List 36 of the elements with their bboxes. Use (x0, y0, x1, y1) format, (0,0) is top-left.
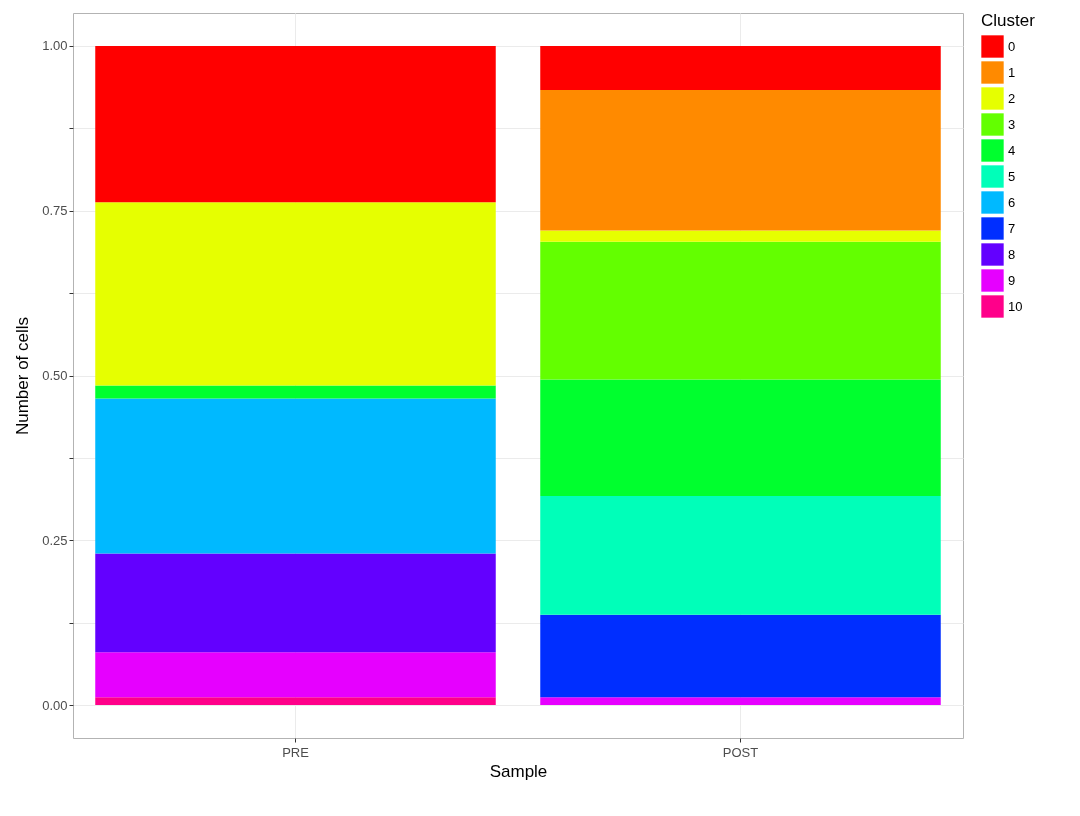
bar (95, 697, 496, 706)
legend-label: 7 (1008, 220, 1016, 236)
y-tick-label: 0.25 (42, 532, 68, 548)
bar (540, 90, 941, 231)
legend-label: 9 (1008, 272, 1016, 288)
bar (95, 45, 496, 203)
y-axis-title: Number of cells (13, 316, 33, 436)
y-tick-label: 1.00 (42, 38, 68, 54)
legend-label: 10 (1008, 298, 1023, 314)
legend-label: 8 (1008, 246, 1016, 262)
y-tick-label: 0.00 (42, 697, 68, 713)
bar (540, 379, 941, 497)
bar (95, 398, 496, 554)
bar (95, 385, 496, 399)
legend-label: 4 (1008, 142, 1016, 158)
legend-title: Cluster (981, 11, 1036, 30)
bar (95, 553, 496, 653)
bar (540, 697, 941, 706)
legend-label: 2 (1008, 90, 1016, 106)
bar (540, 241, 941, 380)
legend-label: 5 (1008, 168, 1016, 184)
legend-label: 3 (1008, 116, 1016, 132)
bar (540, 230, 941, 242)
y-tick-label: 0.75 (42, 203, 68, 219)
bar (540, 496, 941, 615)
x-tick-label: POST (722, 744, 759, 760)
legend-label: 0 (1008, 38, 1016, 54)
y-tick-label: 0.50 (42, 368, 68, 383)
x-axis-title: Sample (489, 761, 548, 781)
bar (95, 652, 496, 698)
bar (540, 614, 941, 698)
legend-label: 6 (1008, 194, 1016, 210)
bar (95, 202, 496, 386)
legend-label: 1 (1008, 64, 1016, 80)
bar (540, 45, 941, 91)
x-tick-label: PRE (282, 744, 310, 760)
